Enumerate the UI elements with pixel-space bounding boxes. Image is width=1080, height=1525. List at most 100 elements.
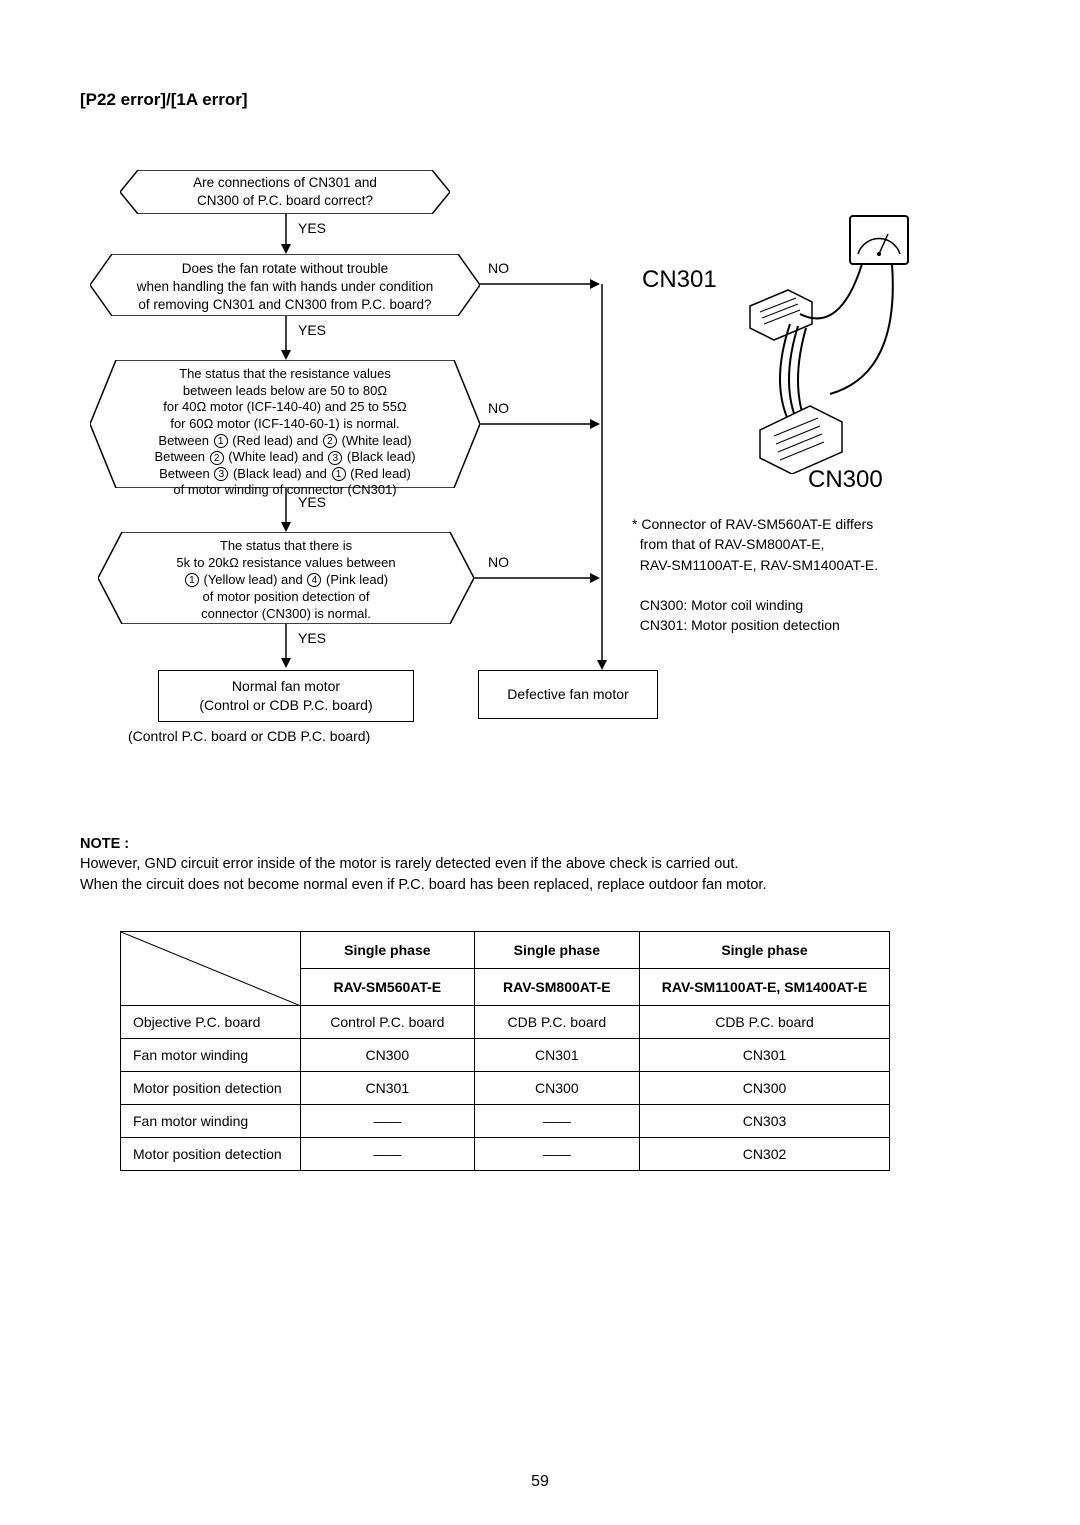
arrow-4-r [280,624,292,668]
yes-2: YES [298,322,326,338]
no-4: NO [488,554,509,570]
h2: Single phase [474,931,639,968]
s4: CN300: Motor coil winding [640,597,803,613]
l4: for 60Ω motor (ICF-140-60-1) is normal. [170,416,399,431]
c1: CN300 [301,1038,475,1071]
l5b: (Red lead) and [232,433,318,448]
c1: Control P.C. board [301,1005,475,1038]
table-row: Motor position detection —— —— CN302 [121,1137,890,1170]
note-head: NOTE : [80,834,1000,854]
c3: CN303 [640,1104,890,1137]
table-row: Fan motor winding CN300 CN301 CN301 [121,1038,890,1071]
t: Are connections of CN301 andCN300 of P.C… [193,175,377,208]
c1: CN301 [301,1071,475,1104]
c2: —— [474,1137,639,1170]
page-title: [P22 error]/[1A error] [80,90,1000,110]
note-block: NOTE : However, GND circuit error inside… [80,834,1000,895]
pin-1-icon: 1 [214,434,228,448]
l3a: (Yellow lead) and [203,572,302,587]
yes-1: YES [298,220,326,236]
note-l1: However, GND circuit error inside of the… [80,854,1000,874]
l3: for 40Ω motor (ICF-140-40) and 25 to 55Ω [163,399,406,414]
l7b: (Black lead) and [233,466,327,481]
s3: RAV-SM1100AT-E, RAV-SM1400AT-E. [640,557,878,573]
l1: The status that the resistance values [179,366,391,381]
arrow-3-4 [280,488,292,532]
l2: 5k to 20kΩ resistance values between [176,555,395,570]
h3: Single phase [640,931,890,968]
c1: —— [301,1137,475,1170]
c2: —— [474,1104,639,1137]
arrow-3-no [480,418,600,430]
l7a: Between [159,466,210,481]
l5c: (White lead) [342,433,412,448]
t: Defective fan motor [507,686,628,702]
caption: (Control P.C. board or CDB P.C. board) [128,728,370,744]
s1: RAV-SM560AT-E [301,968,475,1005]
arrow-2-3 [280,316,292,360]
no-3: NO [488,400,509,416]
l6c: (Black lead) [347,449,416,464]
yes-3: YES [298,494,326,510]
arrow-2-no [480,278,600,290]
result-defective: Defective fan motor [478,670,658,719]
table-header-row: Single phase Single phase Single phase [121,931,890,968]
side-notes: * Connector of RAV-SM560AT-E differs fro… [632,514,878,636]
arrow-4-no [474,572,600,584]
l1: The status that there is [220,538,352,553]
l6a: Between [154,449,205,464]
flowchart-area: Are connections of CN301 andCN300 of P.C… [80,170,1000,810]
c2: CDB P.C. board [474,1005,639,1038]
l4: of motor position detection of [203,589,370,604]
pin-2b-icon: 2 [210,451,224,465]
c0: Objective P.C. board [121,1005,301,1038]
pin-4-icon: 4 [307,573,321,587]
s2: RAV-SM800AT-E [474,968,639,1005]
c0: Fan motor winding [121,1104,301,1137]
decision-1-text: Are connections of CN301 andCN300 of P.C… [120,174,450,210]
c2: CN301 [474,1038,639,1071]
decision-4-text: The status that there is 5k to 20kΩ resi… [98,538,474,622]
decision-2-text: Does the fan rotate without troublewhen … [90,260,480,315]
no-2: NO [488,260,509,276]
c0: Motor position detection [121,1137,301,1170]
diag-header [121,931,301,1005]
c2: CN300 [474,1071,639,1104]
l2: between leads below are 50 to 80Ω [183,383,387,398]
arrow-1-2 [280,214,292,254]
c1: —— [301,1104,475,1137]
h1: Single phase [301,931,475,968]
pin-1b-icon: 1 [332,467,346,481]
c0: Motor position detection [121,1071,301,1104]
l7c: (Red lead) [350,466,411,481]
t: Does the fan rotate without troublewhen … [137,261,433,312]
l3b: (Pink lead) [326,572,388,587]
pin-1c-icon: 1 [185,573,199,587]
pin-3-icon: 3 [328,451,342,465]
result-normal: Normal fan motor(Control or CDB P.C. boa… [158,670,414,722]
l5: connector (CN300) is normal. [201,606,371,621]
l6b: (White lead) and [228,449,323,464]
c3: CN302 [640,1137,890,1170]
yes-4: YES [298,630,326,646]
pin-2-icon: 2 [323,434,337,448]
c0: Fan motor winding [121,1038,301,1071]
connector-table: Single phase Single phase Single phase R… [120,931,890,1171]
decision-3-text: The status that the resistance values be… [90,366,480,499]
no-merge-line [596,284,608,670]
s5: CN301: Motor position detection [640,617,840,633]
note-l2: When the circuit does not become normal … [80,875,1000,895]
t: Normal fan motor(Control or CDB P.C. boa… [199,678,372,713]
s1: * Connector of RAV-SM560AT-E differs [632,516,873,532]
table-row: Objective P.C. board Control P.C. board … [121,1005,890,1038]
table-row: Motor position detection CN301 CN300 CN3… [121,1071,890,1104]
table-row: Fan motor winding —— —— CN303 [121,1104,890,1137]
c3: CN301 [640,1038,890,1071]
s2: from that of RAV-SM800AT-E, [640,536,825,552]
l5a: Between [158,433,209,448]
meter-connector-icon [640,214,920,474]
c3: CN300 [640,1071,890,1104]
pin-3b-icon: 3 [214,467,228,481]
page-number: 59 [0,1473,1080,1491]
c3: CDB P.C. board [640,1005,890,1038]
